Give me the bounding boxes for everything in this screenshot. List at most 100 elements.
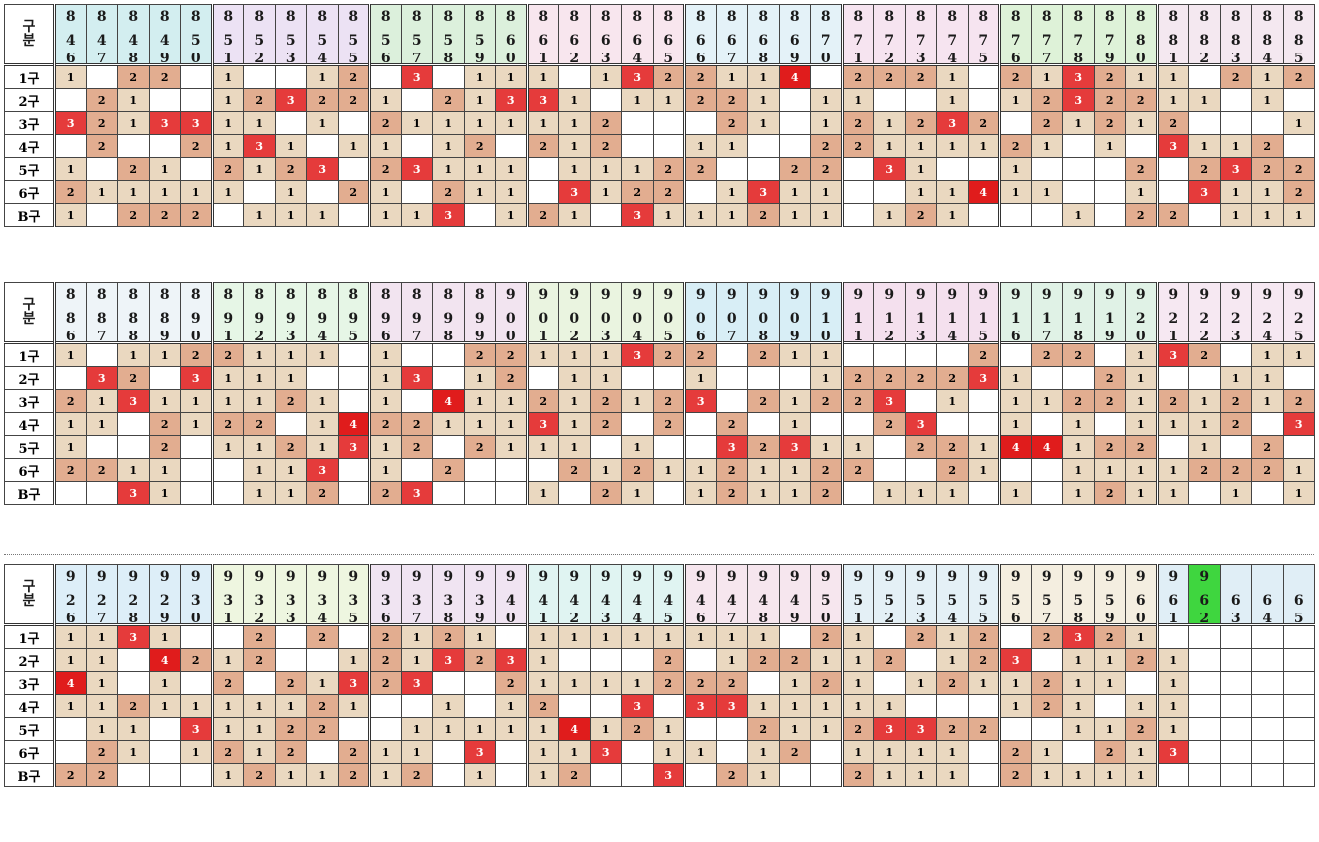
count-cell: 1 <box>495 180 528 204</box>
count-cell: 2 <box>747 341 780 367</box>
count-cell <box>53 134 87 158</box>
count-cell: 2 <box>306 694 339 718</box>
round-header-digit: 4 <box>778 589 811 613</box>
count-cell: 2 <box>1125 435 1158 459</box>
count-cell <box>1219 648 1252 672</box>
count-cell: 1 <box>904 157 937 181</box>
count-cell <box>210 623 244 649</box>
count-cell: 1 <box>368 203 402 227</box>
count-cell: 1 <box>85 623 118 649</box>
count-cell: 1 <box>1093 134 1126 158</box>
row-label: B구 <box>4 203 55 227</box>
count-cell: 1 <box>463 389 496 413</box>
count-cell: 2 <box>85 88 118 112</box>
count-cell <box>306 366 339 390</box>
count-cell <box>210 203 244 227</box>
count-cell <box>810 763 843 787</box>
count-cell: 2 <box>652 63 685 89</box>
count-cell: 1 <box>337 694 370 718</box>
count-cell <box>683 111 717 135</box>
round-header-digit: 9 <box>463 613 496 625</box>
round-header-digit: 9 <box>53 564 87 589</box>
count-cell: 2 <box>1219 412 1252 436</box>
count-cell: 1 <box>621 88 654 112</box>
round-header-digit: 2 <box>1188 53 1221 65</box>
round-header-digit: 8 <box>1125 29 1158 53</box>
round-header-digit: 8 <box>1251 29 1284 53</box>
round-header-digit: 3 <box>368 589 402 613</box>
count-cell: 2 <box>1219 458 1252 482</box>
count-cell: 1 <box>904 134 937 158</box>
count-cell: 2 <box>85 111 118 135</box>
round-header-digit: 9 <box>683 564 717 589</box>
round-header-digit: 7 <box>998 29 1032 53</box>
count-cell: 2 <box>873 648 906 672</box>
count-cell <box>117 648 150 672</box>
round-header-digit: 3 <box>400 589 433 613</box>
count-cell <box>274 623 307 649</box>
count-cell: 2 <box>400 435 433 459</box>
count-cell: 1 <box>337 134 370 158</box>
round-header-digit: 1 <box>840 53 874 65</box>
count-cell <box>778 623 811 649</box>
count-cell <box>873 458 906 482</box>
count-cell <box>936 694 969 718</box>
count-cell: 2 <box>810 157 843 181</box>
count-cell: 1 <box>400 203 433 227</box>
count-cell: 1 <box>400 111 433 135</box>
count-cell: 1 <box>525 63 559 89</box>
round-header-digit: 4 <box>589 589 622 613</box>
count-cell: 1 <box>1093 458 1126 482</box>
count-cell: 1 <box>1125 180 1158 204</box>
round-header-digit: 9 <box>1155 564 1189 589</box>
count-cell: 1 <box>936 88 969 112</box>
round-header-digit: 6 <box>683 53 717 65</box>
round-header-digit: 9 <box>337 307 370 331</box>
count-cell: 2 <box>1125 157 1158 181</box>
count-cell <box>1030 648 1063 672</box>
count-cell <box>337 366 370 390</box>
count-cell <box>274 111 307 135</box>
count-cell: 1 <box>243 481 276 505</box>
round-header-digit: 8 <box>210 282 244 307</box>
count-cell: 3 <box>652 763 685 787</box>
count-cell: 2 <box>936 458 969 482</box>
count-cell: 2 <box>683 341 717 367</box>
count-cell: 1 <box>495 717 528 741</box>
count-cell: 3 <box>1282 412 1315 436</box>
count-cell <box>1188 671 1221 695</box>
count-cell <box>117 134 150 158</box>
round-header-digit: 0 <box>810 53 843 65</box>
count-cell: 1 <box>306 435 339 459</box>
count-cell <box>148 366 181 390</box>
count-cell: 2 <box>1030 341 1063 367</box>
round-header-digit: 5 <box>1282 53 1315 65</box>
count-cell: 1 <box>936 180 969 204</box>
count-cell <box>148 88 181 112</box>
count-cell: 1 <box>840 88 874 112</box>
count-cell: 1 <box>683 134 717 158</box>
count-cell: 1 <box>117 88 150 112</box>
count-cell <box>967 481 1000 505</box>
count-cell <box>904 458 937 482</box>
count-cell: 2 <box>1282 157 1315 181</box>
round-header-digit: 6 <box>1155 589 1189 613</box>
count-cell: 2 <box>432 88 465 112</box>
count-cell: 1 <box>210 366 244 390</box>
round-header-digit: 4 <box>117 29 150 53</box>
round-header-digit: 9 <box>1062 282 1095 307</box>
count-cell: 1 <box>368 134 402 158</box>
round-header-digit: 7 <box>810 29 843 53</box>
count-cell <box>621 111 654 135</box>
count-cell: 1 <box>525 623 559 649</box>
header-label-bottom: 분 <box>22 33 36 49</box>
round-header-digit: 2 <box>558 613 591 625</box>
count-cell: 1 <box>967 671 1000 695</box>
round-header-digit: 0 <box>652 307 685 331</box>
count-cell: 1 <box>1188 88 1221 112</box>
count-cell <box>1030 203 1063 227</box>
round-header-digit: 7 <box>936 29 969 53</box>
count-cell: 2 <box>998 763 1032 787</box>
round-header-digit: 7 <box>1030 613 1063 625</box>
